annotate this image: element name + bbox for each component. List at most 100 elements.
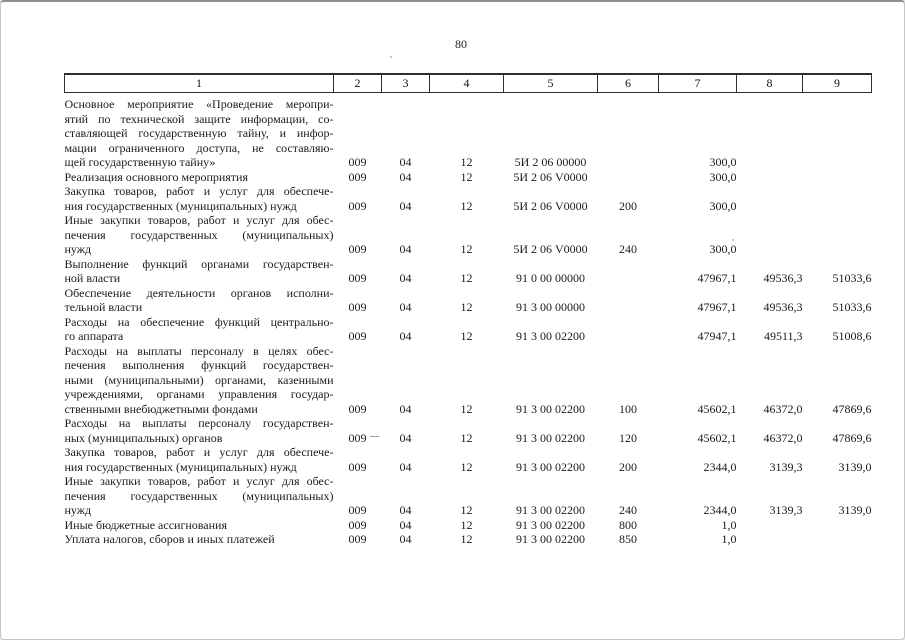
table-row: Расходы на выплаты персоналу государстве… [65,416,872,445]
row-description-cell: Закупка товаров, работ и услуг для обесп… [65,184,334,213]
cell-c8: 3139,3 [769,459,803,474]
description-line: го аппарата [64,329,124,343]
description-line: мации ограниченного доступа, не составля… [64,140,334,155]
row-description-cell: Выполнение функций органами государствен… [65,257,334,286]
cell-c7: 47947,1 [697,329,737,343]
cell-c9: 51008,6 [832,329,872,343]
cell-c6: 200 [619,459,637,474]
description-line: ной власти [64,271,121,285]
cell-c9: 3139,0 [838,503,872,517]
cell-c3: 04 [399,155,412,169]
cell-c3: 04 [399,503,412,517]
cell-c3: 04 [399,401,412,416]
cell-c2: 009 [348,401,367,416]
cell-c9 [803,518,872,533]
cell-c2: 009 [348,155,367,169]
table-row: Иные бюджетные ассигнования 009 04 12 91 3 0… [65,518,872,533]
description-line: щей государственную тайну» [64,155,216,169]
description-line: нужд [64,503,92,517]
cell-c2: 009 [348,300,367,314]
cell-c5: 5И 2 06 V0000 [513,169,588,184]
cell-c5: 5И 2 06 V0000 [513,198,588,213]
cell-c3: 04 [399,169,412,184]
description-line: Расходы на выплаты персоналу в целях обе… [64,343,334,358]
cell-c7: 300,0 [709,242,737,256]
cell-c3: 04 [399,430,412,445]
row-description-cell: Расходы на обеспечение функций центральн… [65,315,334,344]
table-row: Выполнение функций органами государствен… [65,257,872,286]
row-description-cell: Иные бюджетные ассигнования [65,518,334,533]
cell-c6: 200 [619,198,637,213]
description-line: Иные закупки товаров, работ и услуг для … [64,213,334,227]
row-description-cell: Иные закупки товаров, работ и услуг для … [65,474,334,518]
cell-c5: 5И 2 06 00000 [514,155,587,169]
scan-artifact-speck [390,56,392,58]
cell-c6 [598,170,659,185]
cell-c4: 12 [460,517,473,532]
cell-c9 [803,532,872,547]
cell-c4: 12 [460,242,473,256]
cell-c4: 12 [460,503,473,517]
description-line: Иные бюджетные ассигнования [64,517,228,532]
table-row: Обеспечение деятельности органов исполни… [65,286,872,315]
description-line: ными (муниципальными) органами, казенным… [64,372,334,387]
cell-c5: 91 3 00 00000 [516,300,585,314]
row-description-cell: Расходы на выплаты персоналу в целях обе… [65,344,334,417]
description-line: Уплата налогов, сборов и иных платежей [64,532,275,546]
cell-c2: 009 [348,503,367,517]
cell-c9: 47869,6 [832,430,872,445]
cell-c9: 47869,6 [832,401,872,416]
cell-c7: 47967,1 [697,271,737,285]
table-row: Основное мероприятие «Проведение меропри… [65,93,872,170]
column-header-2: 2 [333,73,382,93]
cell-c7: 300,0 [709,169,737,184]
cell-c6: 850 [619,532,637,546]
cell-c2: 009 [348,459,367,474]
description-line: ных (муниципальных) органов [64,430,223,445]
cell-c3: 04 [399,198,412,213]
scan-artifact-speck [732,239,734,241]
cell-c2: 009 [348,271,367,285]
cell-c2: 009 [348,169,367,184]
cell-c5: 91 3 00 02200 [516,503,585,517]
table-row: Уплата налогов, сборов и иных платежей 00… [65,532,872,547]
cell-c2: 009 [348,242,367,256]
cell-c9 [803,184,872,213]
column-header-3: 3 [381,73,430,93]
description-line: ния государственных (муниципальных) нужд [64,198,297,213]
cell-c4: 12 [460,155,473,169]
cell-c6: 240 [619,242,637,256]
description-line: ния государственных (муниципальных) нужд [64,459,297,474]
cell-c9: 51033,6 [832,271,872,285]
description-line: Выполнение функций органами государствен… [64,256,334,271]
cell-c5: 91 3 00 02200 [516,517,585,532]
cell-c6: 120 [619,430,637,445]
cell-c8 [737,518,803,533]
description-line: Расходы на обеспечение функций центральн… [64,314,334,329]
cell-c5: 91 3 00 02200 [516,329,585,343]
column-header-5: 5 [503,73,598,93]
cell-c8 [737,170,803,185]
cell-c5: 91 0 00 00000 [516,271,585,285]
column-header-6: 6 [597,73,659,93]
column-header-9: 9 [802,73,872,93]
cell-c7: 300,0 [709,198,737,213]
table-row: Иные закупки товаров, работ и услуг для … [65,474,872,518]
cell-c9: 3139,0 [838,459,872,474]
cell-c4: 12 [460,430,473,445]
cell-c6 [598,286,659,315]
cell-c2: 009 [348,198,367,213]
description-line: ставляющей государственную тайну, и инфо… [64,126,334,140]
cell-c7: 45602,1 [697,401,737,416]
cell-c3: 04 [399,242,412,256]
cell-c6 [598,315,659,344]
row-description-cell: Уплата налогов, сборов и иных платежей [65,532,334,547]
cell-c9 [803,93,872,170]
cell-c8: 49511,3 [763,329,803,343]
cell-c7: 1,0 [721,532,737,546]
cell-c4: 12 [460,198,473,213]
cell-c5: 91 3 00 02200 [516,430,585,445]
